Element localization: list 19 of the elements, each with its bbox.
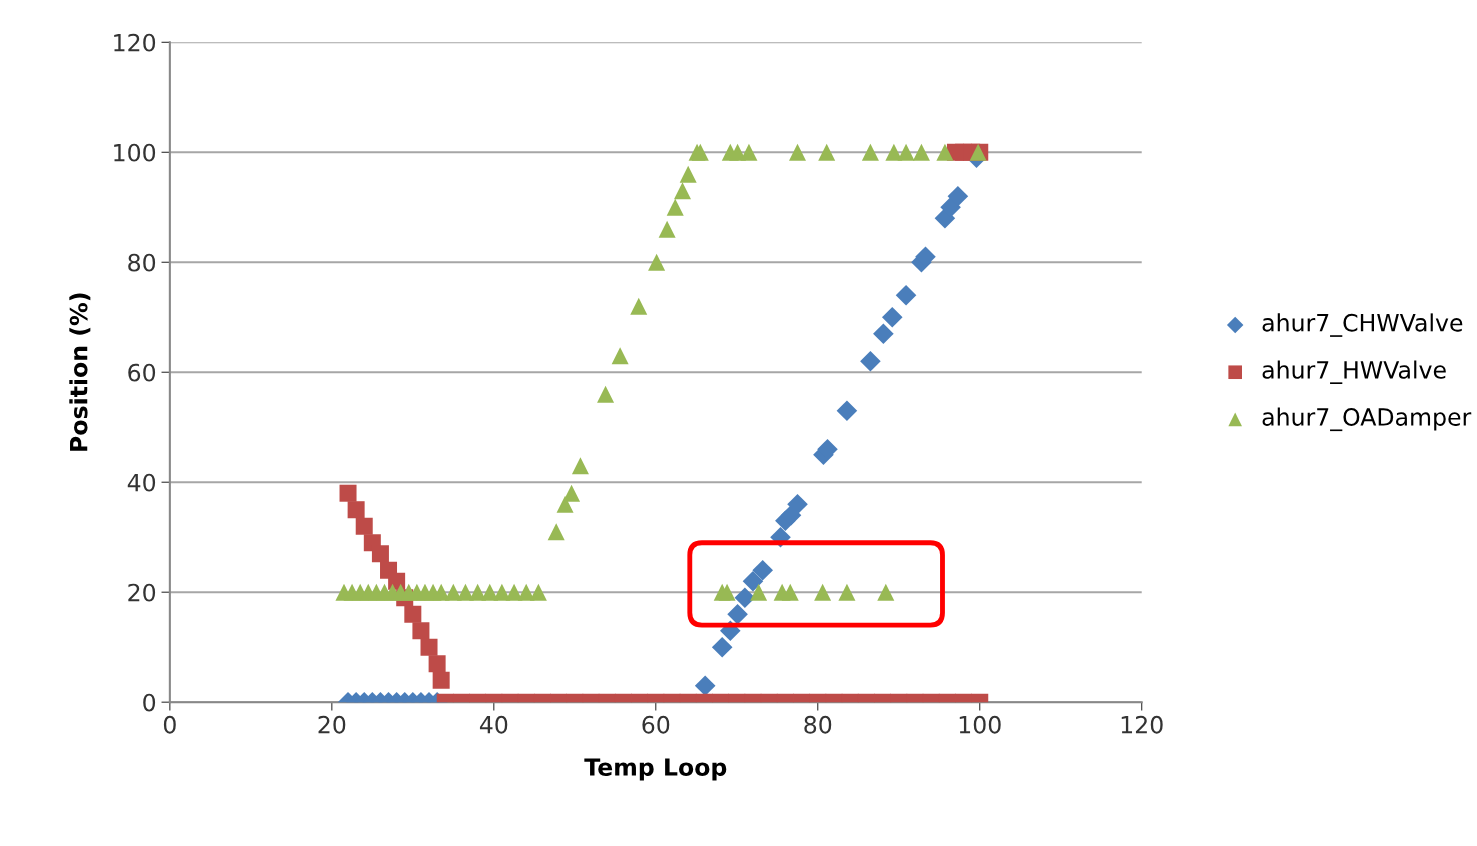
x-tick-label: 60 [642,715,670,734]
legend-label: ahur7_OADamper [1262,407,1472,432]
x-tick-label: 100 [959,715,1001,734]
legend-label: ahur7_CHWValve [1262,313,1463,337]
x-tick-label: 80 [804,715,832,734]
y-tick-label: 80 [128,253,156,272]
y-tick-label: 100 [114,143,156,162]
y-tick-label: 0 [143,693,156,712]
x-tick-label: 0 [163,715,176,734]
x-tick-label: 40 [479,715,508,734]
y-axis-title: Position (%) [69,293,91,451]
legend-label: ahur7_HWValve [1262,360,1446,384]
y-tick-label: 60 [128,363,156,382]
x-tick-label: 120 [1121,715,1163,734]
x-tick-label: 20 [318,715,346,734]
y-tick-label: 120 [114,33,156,52]
y-tick-label: 20 [128,583,156,602]
x-axis-title: Temp Loop [584,758,727,781]
y-tick-label: 40 [127,473,156,492]
